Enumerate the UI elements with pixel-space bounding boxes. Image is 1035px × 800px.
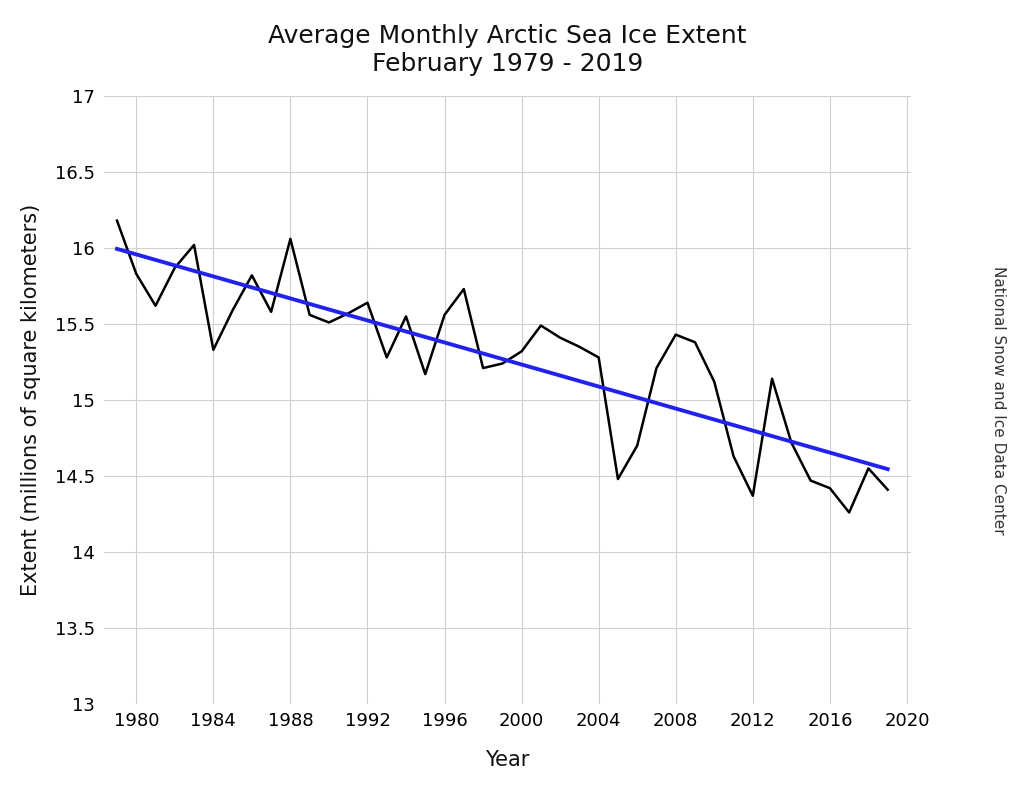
Y-axis label: Extent (millions of square kilometers): Extent (millions of square kilometers) (21, 204, 41, 596)
Title: Average Monthly Arctic Sea Ice Extent
February 1979 - 2019: Average Monthly Arctic Sea Ice Extent Fe… (268, 24, 746, 76)
X-axis label: Year: Year (485, 750, 529, 770)
Text: National Snow and Ice Data Center: National Snow and Ice Data Center (992, 266, 1006, 534)
